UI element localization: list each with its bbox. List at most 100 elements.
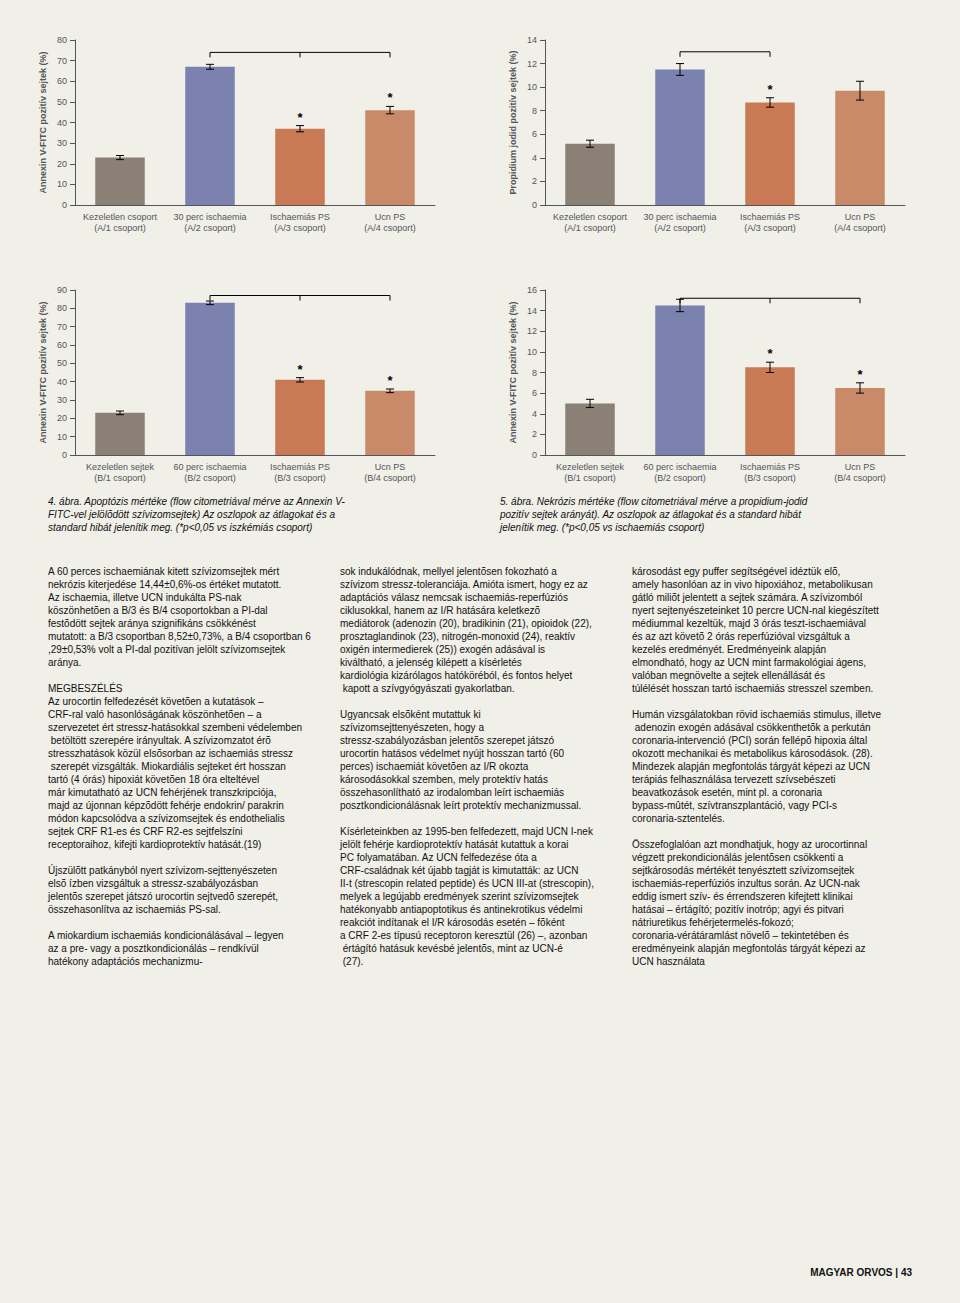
svg-text:(A/4 csoport): (A/4 csoport) [364,223,416,233]
svg-text:60 perc ischaemia: 60 perc ischaemia [643,462,716,472]
svg-text:(B/3 csoport): (B/3 csoport) [744,473,796,483]
svg-text:az a pre- vagy a posztkondicio: az a pre- vagy a posztkondicionálás – re… [48,943,261,954]
svg-text:CRF-családnak két újabb tagját: CRF-családnak két újabb tagját is kimuta… [340,865,581,876]
svg-text:hatékonyabb antiapoptotikus és: hatékonyabb antiapoptotikus és antinekro… [340,904,585,915]
svg-text:amely hasonlóan az in vivo hip: amely hasonlóan az in vivo hipoxiához, m… [632,579,875,590]
svg-text:módon kapcsolódva a szívizomse: módon kapcsolódva a szívizomsejtek és en… [48,813,288,824]
svg-text:coronaria-vérátáramlást növelõ: coronaria-vérátáramlást növelõ – tekinte… [632,930,852,941]
svg-text:*: * [297,110,303,125]
svg-text:Ischaemiás PS: Ischaemiás PS [740,212,800,222]
svg-text:elsõ ízben vizsgáltuk a stress: elsõ ízben vizsgáltuk a stressz-szabályo… [48,878,261,889]
svg-text:oxigén intermedierek (25)) exo: oxigén intermedierek (25)) exogén adásáv… [340,644,548,655]
svg-text:*: * [767,346,773,361]
svg-text:Kezeletlen csoport: Kezeletlen csoport [83,212,158,222]
svg-text:(A/2 csoport): (A/2 csoport) [654,223,706,233]
svg-text:Mindezek alapján megfontolás t: Mindezek alapján megfontolás tárgyát kép… [632,761,873,772]
svg-text:Kezeletlen sejtek: Kezeletlen sejtek [556,462,625,472]
svg-text:adaptációs válasz nemcsak isch: adaptációs válasz nemcsak ischaemiás-rep… [340,592,571,603]
svg-text:2: 2 [532,429,537,439]
svg-text:5. ábra. Nekrózis mértéke (flo: 5. ábra. Nekrózis mértéke (flow citometr… [500,496,810,507]
svg-text:sejtek CRF R1-es és CRF R2-es: sejtek CRF R1-es és CRF R2-es sejtfelszí… [48,826,245,837]
svg-text:károsodást egy puffer segítség: károsodást egy puffer segítségével idézt… [632,566,843,577]
svg-text:12: 12 [527,59,537,69]
svg-text:összehasonlítva az ischaemiás: összehasonlítva az ischaemiás PS-sal. [48,904,221,915]
svg-text:II-t (strescopin related pepti: II-t (strescopin related peptide) és UCN… [340,878,597,889]
svg-text:(A/3 csoport): (A/3 csoport) [274,223,326,233]
svg-text:szívizom stressz-toleranciája.: szívizom stressz-toleranciája. Amióta is… [340,579,591,590]
svg-text:Kezeletlen sejtek: Kezeletlen sejtek [86,462,155,472]
svg-text:kapott a szívgyógyászati gyako: kapott a szívgyógyászati gyakorlatban. [340,683,515,694]
svg-text:60: 60 [57,340,67,350]
svg-text:szívizomsejttenyészeten, hogy: szívizomsejttenyészeten, hogy a [340,722,487,733]
svg-text:stressz-szabályozásban jelentõ: stressz-szabályozásban jelentõs szerepet… [340,735,557,746]
svg-text:20: 20 [57,159,67,169]
svg-text:16: 16 [527,285,537,295]
svg-text:90: 90 [57,285,67,295]
svg-text:pozitív sejtek arányát). Az os: pozitív sejtek arányát). Az oszlopok az … [499,509,804,520]
svg-text:(B/2 csoport): (B/2 csoport) [184,473,236,483]
svg-text:prosztaglandinok (23), nitrogé: prosztaglandinok (23), nitrogén-monoxid … [340,631,578,642]
svg-text:nátriuretikus fehérjetermelés-: nátriuretikus fehérjetermelés-fokozó; [632,917,797,928]
svg-text:6: 6 [532,129,537,139]
svg-text:0: 0 [62,450,67,460]
svg-text:70: 70 [57,322,67,332]
svg-text:értágító hatásuk kevésbé jelen: értágító hatásuk kevésbé jelentõs, mint … [340,943,563,954]
svg-text:6: 6 [532,388,537,398]
svg-text:30 perc ischaemia: 30 perc ischaemia [173,212,246,222]
svg-text:30: 30 [57,395,67,405]
svg-text:4: 4 [532,409,537,419]
svg-text:60: 60 [57,76,67,86]
svg-text:Újszülõtt patkányból nyert szí: Újszülõtt patkányból nyert szívizom-sejt… [48,864,280,876]
svg-text:14: 14 [527,306,537,316]
svg-text:stresszhatások közül elsõsorba: stresszhatások közül elsõsorban az ischa… [48,748,293,759]
svg-text:túlélését hosszan tartó ischae: túlélését hosszan tartó ischaemiás stres… [632,683,873,694]
svg-text:urocortin hatásos védelmet nyú: urocortin hatásos védelmet nyújt hosszan… [340,748,567,759]
svg-text:beavatkozások esetén, mint pl.: beavatkozások esetén, mint pl. a coronar… [632,787,825,798]
svg-text:Az urocortin felfedezését köve: Az urocortin felfedezését követõen a kut… [48,696,266,707]
svg-text:melyek a legújabb eredmények s: melyek a legújabb eredmények szerint szí… [340,891,581,902]
svg-text:MEGBESZÉLÉS: MEGBESZÉLÉS [48,682,123,694]
svg-text:(27).: (27). [340,956,363,967]
svg-text:4. ábra. Apoptózis mértéke (fl: 4. ábra. Apoptózis mértéke (flow citomet… [48,496,348,507]
svg-text:mediátorok (adenozin (20), bra: mediátorok (adenozin (20), bradikinin (2… [340,618,595,629]
svg-text:(A/1 csoport): (A/1 csoport) [564,223,616,233]
svg-text:Annexin V-FITC pozitív sejtek: Annexin V-FITC pozitív sejtek (%) [38,51,48,193]
svg-text:70: 70 [57,56,67,66]
svg-text:A miokardium ischaemiás kondic: A miokardium ischaemiás kondicionálásáva… [48,930,286,941]
svg-text:kardiológia kizárólagos hatókö: kardiológia kizárólagos hatóköréból, és … [340,670,573,681]
svg-text:köszönhetõen a B/3 és B/4 csop: köszönhetõen a B/3 és B/4 csoportokban a… [48,605,270,616]
svg-text:20: 20 [57,413,67,423]
svg-text:14: 14 [527,35,537,45]
svg-text:perces) ischaemiát követõen az: perces) ischaemiát követõen az I/R okozt… [340,761,531,772]
svg-text:terápiás felhasználása terveze: terápiás felhasználása tervezett szívseb… [632,774,838,785]
svg-text:(B/4 csoport): (B/4 csoport) [364,473,416,483]
svg-text:30 perc ischaemia: 30 perc ischaemia [643,212,716,222]
svg-text:összehasonlítható az irodalomb: összehasonlítható az irodalomban leírt i… [340,787,567,798]
svg-text:betöltött szerepére irányultak: betöltött szerepére irányultak. A szíviz… [48,735,274,746]
svg-text:Ischaemiás PS: Ischaemiás PS [270,212,330,222]
svg-text:10: 10 [527,82,537,92]
svg-text:végzett prekondicionálás jelen: végzett prekondicionálás jelentõsen csök… [632,852,846,863]
svg-text:(A/1 csoport): (A/1 csoport) [94,223,146,233]
svg-text:0: 0 [532,450,537,460]
svg-text:10: 10 [527,347,537,357]
svg-text:adenozin exogén adásával csökk: adenozin exogén adásával csökkenthetõk a… [632,722,873,733]
svg-text:bypass-mûtét, szívtranszplantá: bypass-mûtét, szívtranszplantáció, vagy … [632,800,840,811]
svg-text:8: 8 [532,368,537,378]
svg-text:hatékony adaptációs mechanizmu: hatékony adaptációs mechanizmu- [48,956,203,967]
svg-text:(B/1 csoport): (B/1 csoport) [94,473,146,483]
svg-text:posztkondicionálásnak leírt pr: posztkondicionálásnak leírt protektív me… [340,800,581,811]
svg-text:Ischaemiás PS: Ischaemiás PS [740,462,800,472]
svg-text:*: * [767,82,773,97]
svg-text:receptoraihoz, kifejti kardiop: receptoraihoz, kifejti kardioprotektív h… [48,839,261,850]
svg-text:30: 30 [57,138,67,148]
svg-text:a CRF 2-es típusú receptoron k: a CRF 2-es típusú receptoron keresztül (… [340,930,587,941]
svg-text:coronaria-sztentelés.: coronaria-sztentelés. [632,813,725,824]
svg-text:eredményeink alapján megfontol: eredményeink alapján megfontolás tárgyát… [632,943,868,954]
svg-text:Összefoglalóan azt mondhatjuk,: Összefoglalóan azt mondhatjuk, hogy az u… [632,839,870,850]
svg-text:UCN használata: UCN használata [632,956,705,967]
svg-text:Humán vizsgálatokban rövid isc: Humán vizsgálatokban rövid ischaemiás st… [632,709,881,720]
svg-text:Az ischaemia, illetve UCN indu: Az ischaemia, illetve UCN indukálta PS-n… [48,592,244,603]
svg-text:nyert sejtenyészeteinket 10 pe: nyert sejtenyészeteinket 10 percre UCN-n… [632,605,882,616]
svg-text:(B/2 csoport): (B/2 csoport) [654,473,706,483]
